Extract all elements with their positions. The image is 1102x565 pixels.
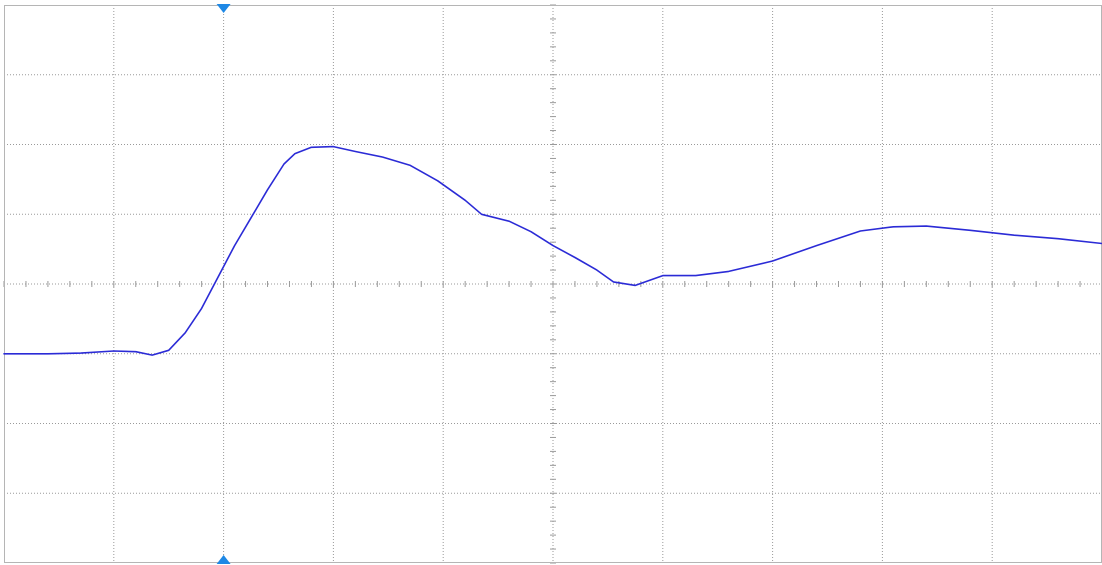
- trigger-marker-bottom: [216, 555, 231, 564]
- graticule: [3, 4, 1102, 564]
- waveform-traces: [3, 145, 1102, 356]
- trigger-marker-top: [216, 4, 231, 13]
- waveform-trace: [3, 145, 1102, 356]
- trigger-markers: [216, 4, 231, 564]
